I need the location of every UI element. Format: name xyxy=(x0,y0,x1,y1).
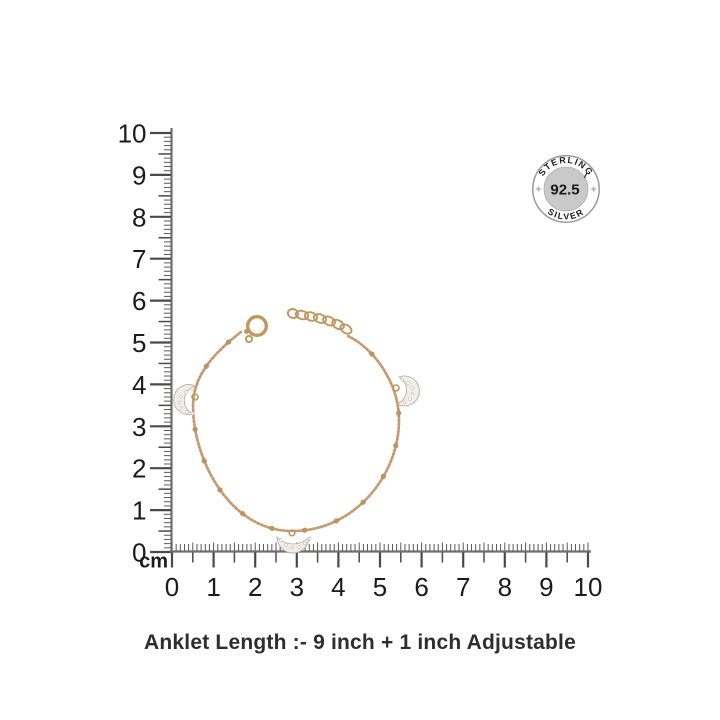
cz-stone xyxy=(279,538,283,542)
ruler-number: 3 xyxy=(132,412,146,442)
chain-bead xyxy=(226,339,232,345)
cz-stone xyxy=(406,381,410,385)
cz-stone xyxy=(190,411,195,416)
ruler-number: 2 xyxy=(132,454,146,484)
cz-stone xyxy=(179,395,183,399)
badge-purity-value: 92.5 xyxy=(550,182,579,199)
ruler-number: 1 xyxy=(206,572,220,602)
cz-stone xyxy=(307,537,312,541)
chain-bead xyxy=(217,487,223,493)
chain-bead xyxy=(369,351,375,357)
chain-bead xyxy=(240,511,246,517)
ruler-number: 2 xyxy=(248,572,262,602)
crescent-moon-charm-right xyxy=(395,375,420,407)
chain-beads xyxy=(192,339,402,533)
cz-stone xyxy=(297,545,301,549)
extension-chain xyxy=(286,308,353,335)
caption: Anklet Length :- 9 inch + 1 inch Adjusta… xyxy=(144,631,576,654)
ruler-number: 8 xyxy=(498,572,512,602)
badge-star-left xyxy=(534,185,543,193)
sterling-silver-badge: STERLING SILVER 92.5 xyxy=(532,155,600,223)
ruler-unit-label: cm xyxy=(139,551,168,573)
ruler-number: 5 xyxy=(373,572,387,602)
cz-stone xyxy=(184,390,188,394)
cz-stone xyxy=(290,545,294,550)
crescent-moon-charm-bottom xyxy=(276,535,312,554)
ruler-number: 7 xyxy=(456,572,470,602)
ruler-number: 6 xyxy=(132,286,146,316)
ruler-number: 9 xyxy=(539,572,553,602)
cz-stone xyxy=(400,378,404,382)
chain-bead xyxy=(333,518,339,524)
jump-ring-left xyxy=(191,393,199,401)
chain-bead xyxy=(396,410,402,416)
ruler-number: 5 xyxy=(132,328,146,358)
cz-stone xyxy=(410,391,415,396)
jump-ring-bottom xyxy=(288,529,296,537)
cz-stone xyxy=(284,543,288,547)
cz-stone xyxy=(177,400,182,405)
anklet-chain xyxy=(191,330,401,533)
chain-bead xyxy=(360,499,366,505)
cz-stone xyxy=(179,406,184,410)
horizontal-ruler: 0 1 2 3 4 5 6 7 8 9 10 xyxy=(165,542,603,602)
ruler-number: 0 xyxy=(132,538,146,568)
chain-bead xyxy=(302,527,308,533)
ruler-number: 4 xyxy=(132,370,146,400)
anklet-photo xyxy=(173,308,420,554)
charm-stones xyxy=(400,378,415,405)
chain-bead xyxy=(201,458,207,464)
chain-bead xyxy=(192,426,198,432)
ruler-number: 8 xyxy=(132,202,146,232)
ruler-number: 1 xyxy=(132,496,146,526)
cz-stone xyxy=(402,400,407,405)
cz-stone xyxy=(303,541,307,546)
ruler-number: 9 xyxy=(132,160,146,190)
cz-stone xyxy=(185,410,189,414)
chain-bead xyxy=(380,473,387,479)
spring-ring-clasp xyxy=(244,315,268,344)
ruler-number: 10 xyxy=(574,572,603,602)
anklet-chain-texture xyxy=(191,330,401,533)
jump-ring-right xyxy=(392,384,400,392)
ruler-number: 7 xyxy=(132,244,146,274)
badge-star-right xyxy=(589,185,598,193)
chain-bead xyxy=(393,443,399,449)
ruler-number: 0 xyxy=(165,572,179,602)
ruler-number: 4 xyxy=(331,572,345,602)
ruler-number: 6 xyxy=(414,572,428,602)
chain-bead xyxy=(203,363,209,369)
badge-bottom-arc-text: SILVER xyxy=(546,206,586,221)
badge-prime-mark xyxy=(583,172,588,179)
charm-stones xyxy=(279,537,312,550)
chain-bead xyxy=(269,525,275,531)
ruler-number: 10 xyxy=(118,119,147,149)
charm-stones xyxy=(177,387,195,416)
cz-stone xyxy=(410,386,414,390)
cz-stone xyxy=(408,397,412,401)
ruler-number: 3 xyxy=(290,572,304,602)
cz-stone xyxy=(190,387,194,391)
crescent-moon-charm-left xyxy=(173,384,197,416)
